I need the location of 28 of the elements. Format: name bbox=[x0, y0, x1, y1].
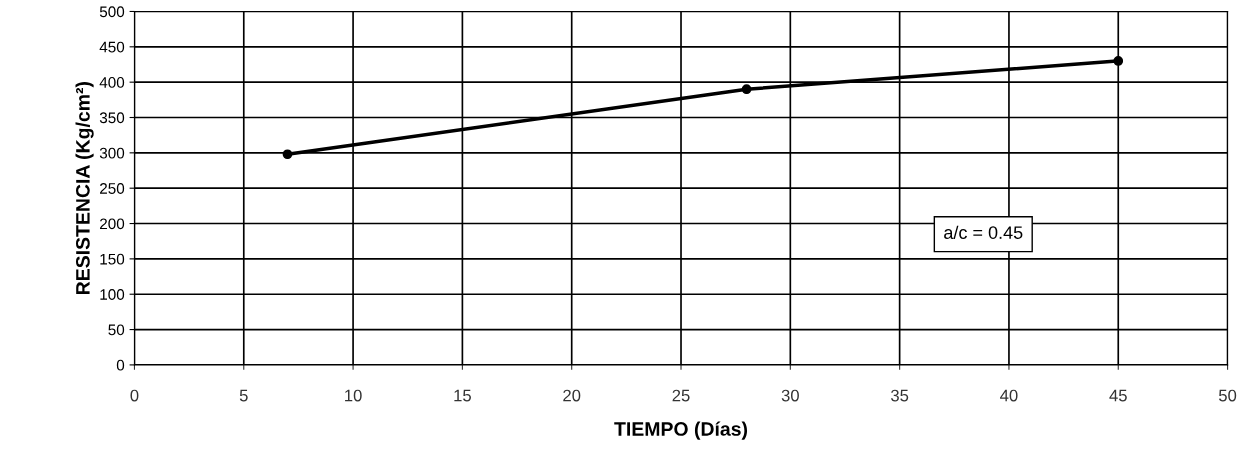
point bbox=[741, 84, 752, 95]
y-tick-label: 500 bbox=[99, 6, 125, 18]
point bbox=[1113, 56, 1124, 66]
y-tick-label: 100 bbox=[100, 289, 125, 300]
annotation: a/c = 0.45 bbox=[944, 225, 1023, 239]
x-tick-label: 40 bbox=[1000, 389, 1018, 402]
y-tick-label: 250 bbox=[100, 183, 125, 194]
y-axis-title: RESISTENCIA (Kg/cm²) bbox=[75, 82, 94, 295]
x-tick-label: 5 bbox=[239, 389, 248, 402]
y-tick-label: 150 bbox=[100, 253, 125, 265]
x-tick-label: 10 bbox=[345, 389, 362, 402]
y-tick-label: 350 bbox=[99, 112, 125, 124]
x-tick-label: 0 bbox=[130, 389, 139, 402]
y-tick-label: 450 bbox=[99, 41, 125, 53]
x-tick-label: 15 bbox=[454, 389, 471, 402]
point bbox=[282, 149, 293, 160]
y-tick-label: 300 bbox=[99, 147, 125, 159]
x-tick-label: 25 bbox=[672, 389, 690, 402]
x-axis-title: TIEMPO (Días) bbox=[614, 421, 748, 440]
x-tick-label: 35 bbox=[891, 389, 909, 402]
y-tick-label: 0 bbox=[116, 359, 125, 371]
x-tick-label: 30 bbox=[781, 389, 799, 402]
y-tick-label: 200 bbox=[100, 218, 125, 230]
x-tick-label: 20 bbox=[563, 389, 581, 402]
y-tick-label: 50 bbox=[108, 324, 125, 336]
y-tick-label: 400 bbox=[99, 77, 125, 88]
x-tick-label: 45 bbox=[1109, 389, 1127, 402]
x-tick-label: 50 bbox=[1218, 389, 1237, 402]
